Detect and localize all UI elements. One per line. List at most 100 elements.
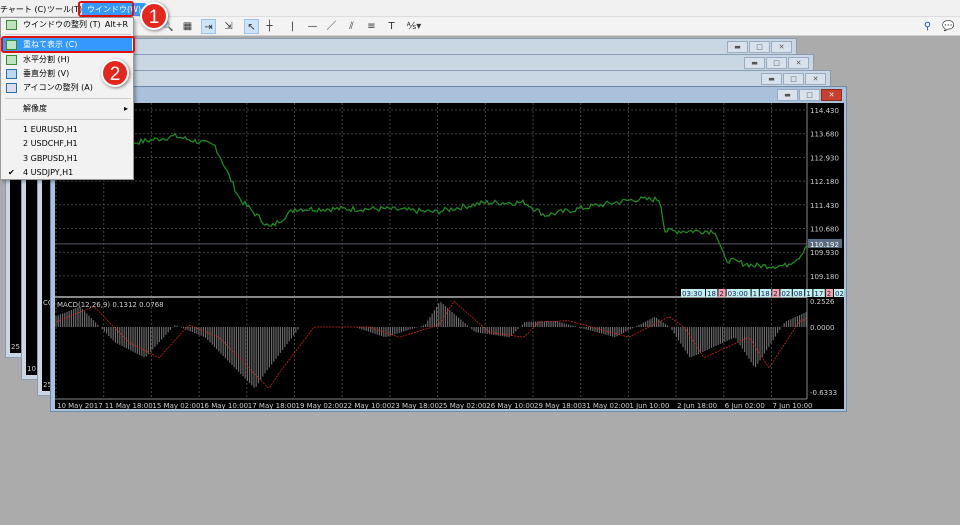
price-line xyxy=(55,132,808,270)
time-tick: 11 May 18:00 xyxy=(105,402,153,409)
minimize-icon[interactable]: ▬ xyxy=(777,89,798,101)
macd-tick: -0.6333 xyxy=(810,389,837,397)
svg-text:08: 08 xyxy=(794,290,803,298)
svg-text:2: 2 xyxy=(719,290,723,298)
svg-text:03:00: 03:00 xyxy=(728,290,748,298)
chart-window-usdjpy[interactable]: ▬ □ ✕ MACD(12,26,9) 0.1312 0.0768 114.430 1… xyxy=(50,86,847,412)
svg-text:1: 1 xyxy=(753,290,757,298)
time-tick: 25 May 02:00 xyxy=(439,402,487,409)
price-tick: 113.680 xyxy=(810,131,839,139)
price-tick: 110.680 xyxy=(810,226,839,234)
highlight-box-cascade xyxy=(1,36,135,53)
cursor-icon[interactable]: ↖ xyxy=(244,19,259,34)
close-icon[interactable]: ✕ xyxy=(771,41,792,53)
event-marker[interactable] xyxy=(834,289,844,297)
event-marker[interactable] xyxy=(780,289,792,297)
menu-item-arrange-icons[interactable]: アイコンの整列 (A) xyxy=(3,81,132,95)
tile-horizontal-icon xyxy=(6,55,17,65)
callout-2: 2 xyxy=(101,59,129,87)
macd-label: MACD(12,26,9) 0.1312 0.0768 xyxy=(57,301,164,309)
price-tick: 109.930 xyxy=(810,249,839,257)
cascade-icon xyxy=(6,40,17,50)
time-tick: 29 May 18:00 xyxy=(534,402,582,409)
arrange-icons-icon xyxy=(6,83,17,93)
price-tick: 109.180 xyxy=(810,273,839,281)
maximize-icon[interactable]: □ xyxy=(799,89,820,101)
fibonacci-icon[interactable]: ≡ xyxy=(367,21,376,32)
event-marker[interactable] xyxy=(681,289,705,297)
menu-item-eurusd[interactable]: 1 EURUSD,H1 xyxy=(23,125,78,134)
minimize-icon[interactable]: ▬ xyxy=(761,73,782,85)
event-marker[interactable] xyxy=(751,289,759,297)
search-icon[interactable]: ⚲ xyxy=(923,21,932,32)
svg-text:02: 02 xyxy=(835,290,844,298)
chat-icon[interactable]: 💬 xyxy=(942,21,955,32)
menu-tools[interactable]: ツール(T) xyxy=(47,5,83,14)
menu-window[interactable]: ウインドウ(W) xyxy=(82,3,147,16)
svg-text:17: 17 xyxy=(814,290,823,298)
zoom-icon[interactable]: 🔍 xyxy=(161,21,174,32)
time-tick: 17 May 18:00 xyxy=(248,402,296,409)
event-marker[interactable] xyxy=(759,289,772,297)
menu-item-tile-horizontal[interactable]: 水平分割 (H) xyxy=(3,53,132,67)
svg-text:18: 18 xyxy=(761,290,770,298)
elliott-icon[interactable]: ⫽ xyxy=(349,21,354,32)
shapes-dropdown-icon[interactable]: ⅍▾ xyxy=(406,21,422,32)
svg-text:03:30: 03:30 xyxy=(682,290,702,298)
close-icon[interactable]: ✕ xyxy=(788,57,809,69)
price-chart[interactable]: MACD(12,26,9) 0.1312 0.0768 114.430 113.6… xyxy=(55,103,844,409)
time-label: 10 M xyxy=(27,365,45,373)
event-marker[interactable] xyxy=(706,289,718,297)
menu-item-cascade[interactable]: 重ねて表示 (C) xyxy=(3,38,132,52)
time-tick: 26 May 10:00 xyxy=(486,402,534,409)
svg-text:1: 1 xyxy=(806,290,810,298)
menu-item-gbpusd[interactable]: 3 GBPUSD,H1 xyxy=(23,154,78,163)
text-label-icon[interactable]: T xyxy=(388,21,395,32)
chart-shift-icon[interactable]: ⇥ xyxy=(201,19,216,34)
horizontal-line-icon[interactable]: — xyxy=(307,21,318,32)
time-label: 25 M xyxy=(11,343,29,351)
close-icon[interactable]: ✕ xyxy=(821,89,842,101)
menu-chart[interactable]: チャート (C) xyxy=(0,5,47,14)
event-marker[interactable] xyxy=(825,289,833,297)
event-marker[interactable] xyxy=(726,289,751,297)
event-marker[interactable] xyxy=(813,289,825,297)
indicator-label: CCI xyxy=(43,299,55,307)
event-marker[interactable] xyxy=(805,289,813,297)
menu-bar: チャート (C) ツール(T) ウインドウ(W) xyxy=(0,0,960,17)
menu-item-usdchf[interactable]: 2 USDCHF,H1 xyxy=(23,139,78,148)
event-marker[interactable] xyxy=(772,289,780,297)
time-tick: 19 May 02:00 xyxy=(296,402,344,409)
price-tick: 114.430 xyxy=(810,107,839,115)
menu-item-tile-windows[interactable]: ウインドウの整列 (T) Alt+R xyxy=(3,18,132,32)
event-marker[interactable] xyxy=(718,289,726,297)
macd-tick: 0.0000 xyxy=(810,324,835,332)
close-icon[interactable]: ✕ xyxy=(805,73,826,85)
crosshair-icon[interactable]: ┼ xyxy=(266,21,273,32)
current-price-marker xyxy=(808,238,842,248)
svg-text:18: 18 xyxy=(707,290,716,298)
tile-windows-icon[interactable]: ▦ xyxy=(182,21,193,32)
minimize-icon[interactable]: ▬ xyxy=(727,41,748,53)
callout-1: 1 xyxy=(140,2,168,30)
autoscroll-icon[interactable]: ⇲ xyxy=(224,21,233,32)
event-marker[interactable] xyxy=(792,289,805,297)
time-tick: 22 May 10:00 xyxy=(343,402,391,409)
check-icon: ✔ xyxy=(8,168,15,177)
time-tick: 1 Jun 10:00 xyxy=(629,402,669,409)
time-tick: 6 Jun 02:00 xyxy=(725,402,765,409)
maximize-icon[interactable]: □ xyxy=(766,57,787,69)
price-tick: 112.930 xyxy=(810,154,839,162)
maximize-icon[interactable]: □ xyxy=(749,41,770,53)
time-tick: 2 Jun 18:00 xyxy=(677,402,717,409)
menu-item-tile-vertical[interactable]: 垂直分割 (V) xyxy=(3,67,132,81)
time-tick: 16 May 10:00 xyxy=(200,402,248,409)
maximize-icon[interactable]: □ xyxy=(783,73,804,85)
current-price: 110.192 xyxy=(810,241,839,249)
vertical-line-icon[interactable]: | xyxy=(290,21,295,32)
tile-windows-icon xyxy=(6,20,17,30)
menu-item-usdjpy[interactable]: ✔ 4 USDJPY,H1 xyxy=(3,166,132,180)
trendline-icon[interactable]: ／ xyxy=(326,21,337,32)
minimize-icon[interactable]: ▬ xyxy=(744,57,765,69)
menu-item-resolution[interactable]: 解像度 ▸ xyxy=(3,102,132,116)
